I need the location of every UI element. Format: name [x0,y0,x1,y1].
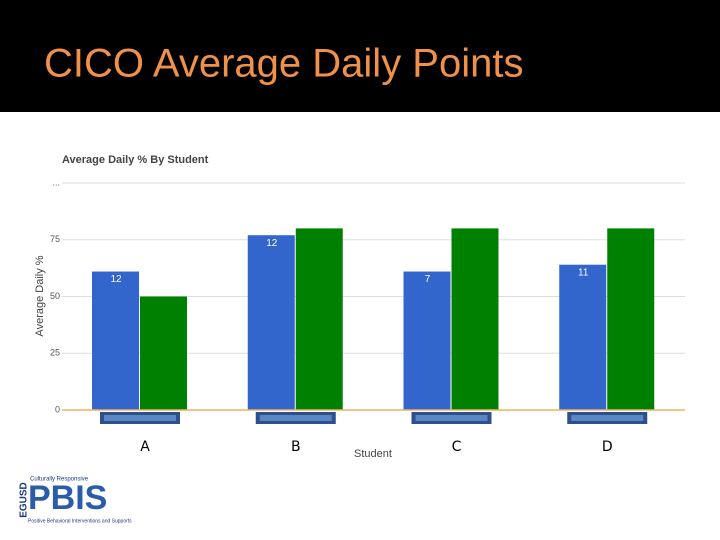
logo-main: PBIS [28,479,107,517]
bar-count-label: 12 [266,238,278,249]
bar [559,264,607,410]
bar [451,228,499,410]
y-axis-label: Average Daily % [34,255,46,336]
logo-top: Culturally Responsive [30,477,89,483]
y-tick-label: 50 [50,291,60,301]
bar [295,228,343,410]
logo-side: EGUSD [19,482,30,518]
x-tick-label: B [291,439,301,455]
bar-count-label: 12 [110,274,122,285]
bar-count-label: 7 [425,274,431,285]
x-tick-label: D [602,439,613,455]
bar [140,296,187,410]
bar [403,271,451,410]
bar [247,235,295,410]
category-marker-inner [571,415,644,421]
category-marker-inner [259,415,332,421]
slide-title: CICO Average Daily Points [44,42,523,86]
y-tick-label: ... [52,177,60,187]
bar-count-label: 11 [578,267,589,278]
logo: EGUSD Culturally Responsive PBIS Positiv… [19,477,133,525]
x-axis-label: Student [354,448,392,460]
bar [92,271,139,410]
y-tick-label: 75 [50,234,60,244]
x-tick-label: A [140,439,150,455]
y-tick-label: 0 [55,404,60,414]
logo-bottom: Positive Behavioral Interventions and Su… [28,518,132,524]
x-tick-label: C [452,439,462,455]
category-marker-inner [415,415,488,421]
header-band [0,0,720,112]
category-marker-inner [104,415,176,421]
y-tick-label: 25 [50,348,60,358]
chart-title: Average Daily % By Student [62,154,209,166]
bar [607,228,655,410]
